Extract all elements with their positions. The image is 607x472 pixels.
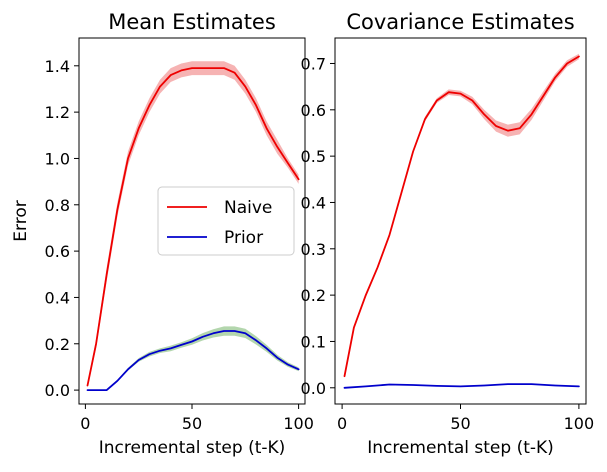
y-tick-label: 0.2 bbox=[301, 286, 326, 305]
y-tick-label: 0.4 bbox=[301, 193, 326, 212]
y-tick-label: 0.0 bbox=[301, 379, 326, 398]
series-line-prior-panel-2 bbox=[343, 383, 580, 389]
x-tick-label: 100 bbox=[283, 414, 314, 433]
x-tick-label: 100 bbox=[564, 414, 595, 433]
y-tick-label: 1.0 bbox=[45, 149, 70, 168]
y-tick-label: 0.0 bbox=[45, 381, 70, 400]
chart-panel-1: 0 50 100 0.0 0.2 0.4 0.6 0.8 1.0 1.2 1.4 Mean Estim… bbox=[11, 10, 314, 458]
x-tick-label: 0 bbox=[80, 414, 90, 433]
legend-label-naive: Naive bbox=[224, 198, 272, 218]
y-tick-label: 0.5 bbox=[301, 147, 326, 166]
y-tick-label: 0.2 bbox=[45, 335, 70, 354]
band-prior-panel-1 bbox=[87, 326, 299, 391]
y-axis-label: Error bbox=[11, 200, 31, 241]
y-tick-label: 1.4 bbox=[45, 57, 70, 76]
chart-title: Covariance Estimates bbox=[346, 10, 574, 34]
y-tick-label: 1.2 bbox=[45, 103, 70, 122]
y-tick-label: 0.1 bbox=[301, 332, 326, 351]
x-tick-label: 0 bbox=[337, 414, 347, 433]
series-line-naive-panel-1 bbox=[86, 67, 300, 387]
y-tick-label: 0.6 bbox=[301, 101, 326, 120]
legend-label-prior: Prior bbox=[224, 228, 263, 248]
chart-title: Mean Estimates bbox=[108, 10, 276, 34]
y-tick-label: 0.6 bbox=[45, 242, 70, 261]
band-naive-panel-2 bbox=[344, 53, 579, 378]
legend: Naive Prior bbox=[157, 186, 295, 256]
y-tick-label: 0.8 bbox=[45, 196, 70, 215]
x-tick-label: 50 bbox=[450, 414, 470, 433]
y-tick-label: 0.4 bbox=[45, 288, 70, 307]
legend-box bbox=[157, 186, 295, 256]
y-tick-label: 0.3 bbox=[301, 240, 326, 259]
chart-panel-2: 0 50 100 0.0 0.1 0.2 0.3 0.4 0.5 0.6 0.7 Covariance… bbox=[301, 10, 595, 458]
x-axis-label: Incremental step (t-K) bbox=[99, 438, 286, 458]
x-tick-label: 50 bbox=[182, 414, 202, 433]
series-line-prior-panel-1 bbox=[86, 330, 300, 392]
series-line-naive-panel-2 bbox=[343, 55, 580, 378]
x-axis-label: Incremental step (t-K) bbox=[367, 438, 554, 458]
y-tick-label: 0.7 bbox=[301, 54, 326, 73]
